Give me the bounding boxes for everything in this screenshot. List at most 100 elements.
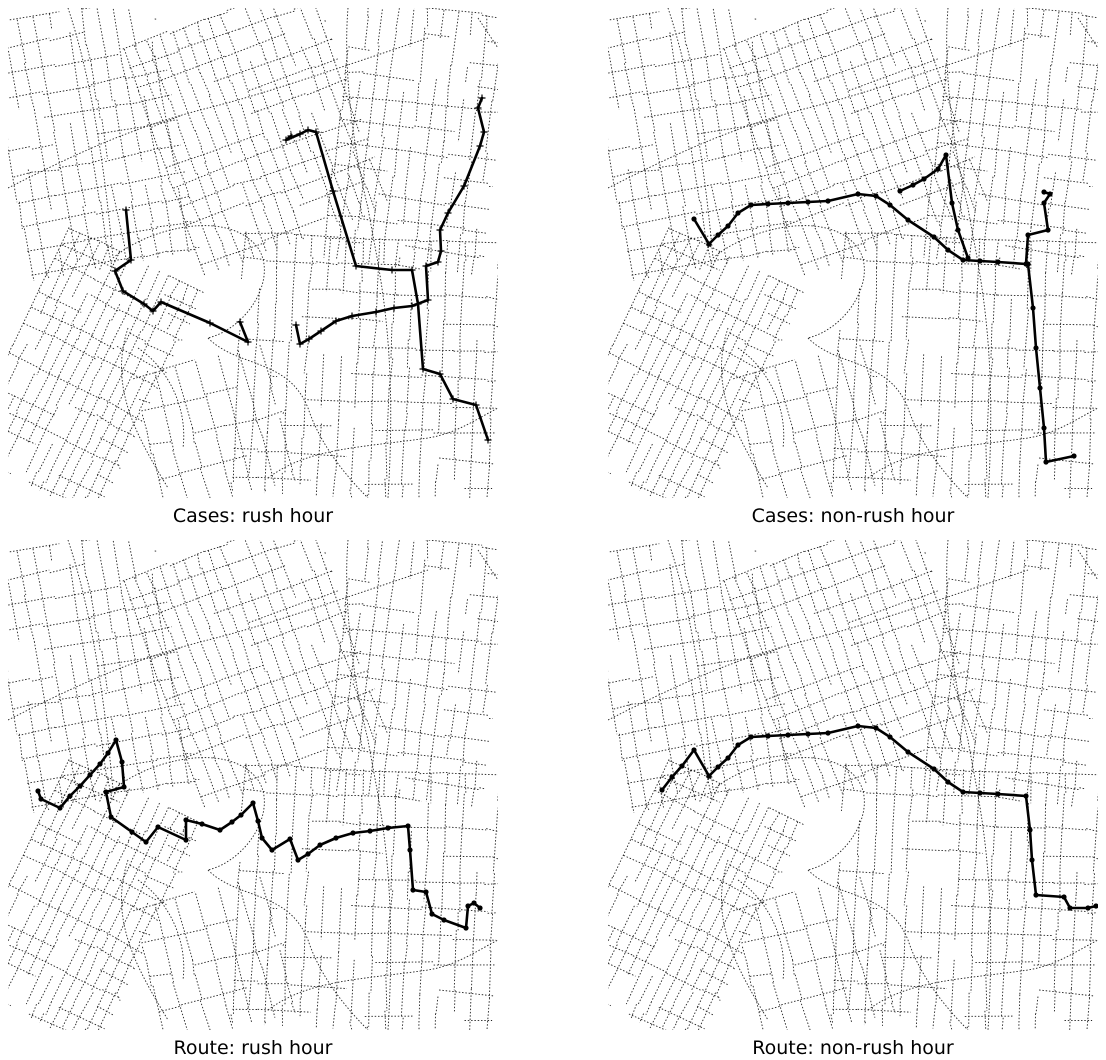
street-arterial [346,8,392,498]
route-segment [1026,262,1076,464]
route-node-cross [244,338,252,346]
street-arterial [608,569,1029,721]
route-node [333,835,339,841]
route-node-cross [332,317,340,325]
route-node-cross [390,304,398,312]
route-node [108,814,114,820]
route-node [423,889,429,895]
route-node [995,259,1001,265]
route-node [949,200,955,206]
street-arterial [1077,17,1098,49]
street-arterial [867,939,1098,1011]
route-node-cross [424,296,432,304]
route-node [1043,459,1049,465]
street-arterial [346,540,392,1030]
route-node [887,734,893,740]
map-panel-cases-non-rush [608,8,1098,498]
route-node [57,805,63,811]
route-node [805,731,811,737]
street-arterial [121,327,169,489]
street-arterial [137,347,185,449]
route-node [977,258,983,264]
route-node [1071,453,1077,459]
street-arterial [712,757,865,871]
route-node [113,737,119,743]
route-node-cross [296,130,304,138]
street-map-route-non-rush [608,540,1098,1030]
route-node [1033,345,1039,351]
route-node [103,789,109,795]
route-node [1033,892,1039,898]
route-node [465,903,471,909]
street-arterial [1077,549,1098,581]
route-node [715,232,721,238]
route-node-cross [206,319,214,327]
route-node-cross [436,370,444,378]
route-node [706,241,712,247]
route-segment [898,153,970,260]
route-node [295,857,301,863]
route-node [305,851,311,857]
route-node-cross [408,266,416,274]
route-node [910,182,916,188]
route-node-cross [119,287,127,295]
street-arterial [207,337,369,498]
route-node [317,842,323,848]
route-node-cross [484,436,492,444]
route-node-cross [111,267,119,275]
route-node [287,836,293,842]
route-node [1037,385,1043,391]
route-node [748,734,754,740]
route-node [1045,227,1051,233]
route-node [855,191,861,197]
route-node [1027,827,1033,833]
route-node-cross [480,128,488,136]
street-network [8,8,498,498]
route-node [691,747,697,753]
map-panel-cases-rush [8,8,498,498]
street-network [608,8,1098,498]
route-node [965,255,971,261]
route-node-cross [434,258,442,266]
route-node-cross [304,126,312,134]
street-map-cases-non-rush [608,8,1098,498]
route-node [855,723,861,729]
route-node [229,819,235,825]
route-node [960,257,966,263]
route-node [77,783,83,789]
route-node-cross [472,401,480,409]
street-arterial [946,8,992,498]
street-arterial [721,859,769,1021]
route-node [155,824,161,830]
route-node-cross [478,94,486,102]
route-node [255,818,261,824]
route-node-cross [419,365,427,373]
route-node-cross [437,247,445,255]
route-node-cross [149,307,157,315]
route-node [1067,905,1073,911]
route-node-cross [236,318,244,326]
route-node-cross [476,142,484,150]
route-cases-rush [111,94,492,444]
route-node-cross [388,266,396,274]
route-node-cross [292,321,300,329]
route-node [407,847,413,853]
route-node [1041,189,1047,195]
street-network [608,540,1098,1030]
route-route-non-rush [659,723,1098,911]
route-node [385,825,391,831]
route-node [960,789,966,795]
street-arterial [121,859,169,1021]
route-node [441,917,447,923]
route-node-cross [140,300,148,308]
map-panel-route-rush [8,540,498,1030]
route-node-cross [408,302,416,310]
route-node [1025,232,1031,238]
route-node [129,829,135,835]
route-node-cross [422,262,430,270]
street-grid [8,8,498,498]
route-node [67,793,73,799]
route-node [735,742,741,748]
route-node-cross [296,340,304,348]
route-node [367,828,373,834]
